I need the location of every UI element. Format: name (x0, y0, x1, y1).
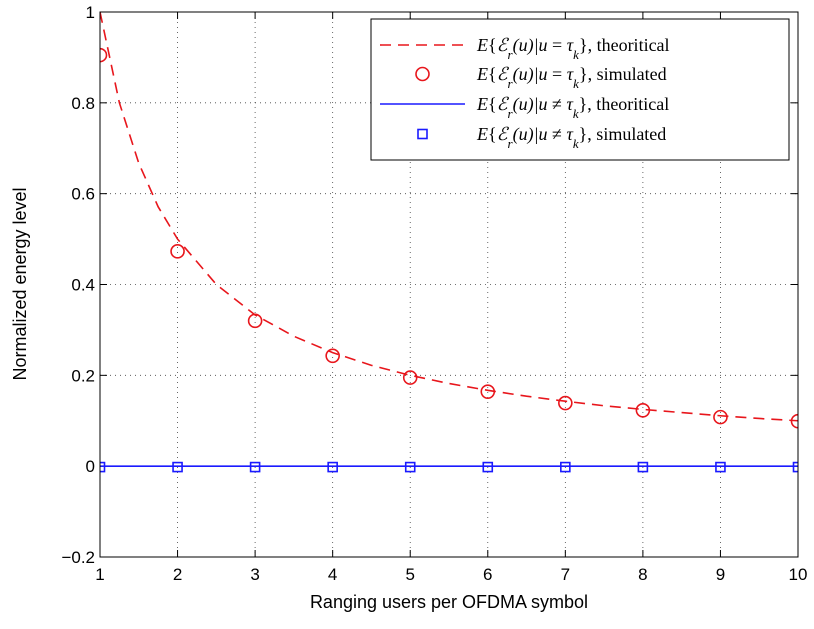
ticks (99, 11, 799, 558)
y-tick-label: −0.2 (61, 548, 95, 567)
series-1 (100, 12, 798, 422)
series-point (100, 47, 108, 63)
tick-labels: 1 2 3 4 5 6 7 8 9 10 −0.2 0 0.2 0.4 0.6 0.8 1 (61, 3, 807, 584)
y-tick-label: 0 (86, 457, 95, 476)
series-2 (100, 47, 798, 429)
series-point (100, 461, 106, 473)
x-tick-label: 3 (250, 565, 259, 584)
series-point (637, 461, 649, 473)
series-point (325, 348, 340, 364)
legend-entry: E{ℰr(u)|u ≠ τk}, simulated (476, 124, 666, 151)
series-point (172, 461, 183, 473)
y-tick-label: 1 (86, 3, 95, 22)
legend-entry: E{ℰr(u)|u = τk}, simulated (476, 64, 667, 91)
legend-box (370, 18, 790, 161)
series-4 (100, 461, 798, 473)
x-tick-label: 7 (561, 565, 570, 584)
series-point (713, 409, 728, 425)
x-tick-label: 5 (405, 565, 414, 584)
legend-swatch (417, 128, 428, 140)
series-point (247, 313, 263, 329)
series-point (792, 461, 798, 473)
series-point (170, 244, 185, 259)
series-point (635, 403, 651, 418)
legend-entry: E{ℰr(u)|u ≠ τk}, theoritical (476, 94, 669, 121)
series-layer (100, 12, 798, 473)
series-point (560, 461, 571, 473)
y-tick-label: 0.6 (71, 185, 95, 204)
series-point (790, 413, 798, 429)
x-axis-label: Ranging users per OFDMA symbol (310, 592, 588, 612)
x-tick-label: 2 (173, 565, 182, 584)
y-tick-label: 0.2 (71, 366, 95, 385)
series-point (327, 461, 338, 473)
series-line (100, 12, 798, 422)
y-tick-label: 0.4 (71, 276, 95, 295)
legend-entry: E{ℰr(u)|u = τk}, theoritical (476, 35, 670, 62)
series-point (402, 370, 418, 385)
x-tick-label: 8 (638, 565, 647, 584)
x-tick-label: 10 (789, 565, 808, 584)
x-tick-label: 1 (95, 565, 104, 584)
y-tick-label: 0.8 (71, 94, 95, 113)
plot-frame (99, 11, 799, 558)
series-point (715, 461, 726, 473)
series-point (482, 461, 494, 473)
x-tick-label: 4 (328, 565, 337, 584)
series-point (480, 384, 496, 399)
y-axis-label: Normalized energy level (10, 187, 30, 380)
series-point (249, 461, 261, 473)
x-tick-label: 6 (483, 565, 492, 584)
series-point (558, 395, 573, 411)
series-point (404, 461, 416, 473)
x-tick-label: 9 (716, 565, 725, 584)
legend-swatch (415, 66, 430, 82)
